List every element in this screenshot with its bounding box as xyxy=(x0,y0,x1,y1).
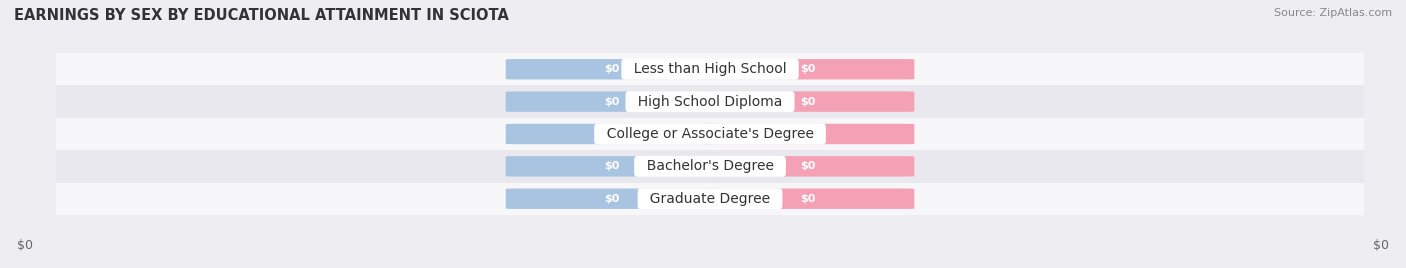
Bar xyxy=(0,85,1406,118)
Text: $0: $0 xyxy=(800,161,815,171)
Text: EARNINGS BY SEX BY EDUCATIONAL ATTAINMENT IN SCIOTA: EARNINGS BY SEX BY EDUCATIONAL ATTAINMEN… xyxy=(14,8,509,23)
Text: $0: $0 xyxy=(605,161,620,171)
Text: $0: $0 xyxy=(800,129,815,139)
FancyBboxPatch shape xyxy=(506,91,718,112)
FancyBboxPatch shape xyxy=(702,59,914,80)
FancyBboxPatch shape xyxy=(506,188,718,209)
Text: $0: $0 xyxy=(800,97,815,107)
Text: Bachelor's Degree: Bachelor's Degree xyxy=(638,159,782,173)
Text: $0: $0 xyxy=(800,194,815,204)
Text: $0: $0 xyxy=(800,64,815,74)
FancyBboxPatch shape xyxy=(506,156,718,177)
Bar xyxy=(0,150,1406,183)
Text: High School Diploma: High School Diploma xyxy=(628,95,792,109)
Text: $0: $0 xyxy=(17,239,32,252)
Text: Graduate Degree: Graduate Degree xyxy=(641,192,779,206)
Bar xyxy=(0,53,1406,85)
Text: $0: $0 xyxy=(605,194,620,204)
Text: College or Associate's Degree: College or Associate's Degree xyxy=(598,127,823,141)
FancyBboxPatch shape xyxy=(702,91,914,112)
FancyBboxPatch shape xyxy=(702,156,914,177)
FancyBboxPatch shape xyxy=(506,124,718,144)
Text: $0: $0 xyxy=(605,97,620,107)
FancyBboxPatch shape xyxy=(702,188,914,209)
Bar xyxy=(0,118,1406,150)
Bar xyxy=(0,183,1406,215)
Legend: Male, Female: Male, Female xyxy=(633,265,787,268)
Text: $0: $0 xyxy=(1374,239,1389,252)
Text: Source: ZipAtlas.com: Source: ZipAtlas.com xyxy=(1274,8,1392,18)
Text: $0: $0 xyxy=(605,64,620,74)
Text: $0: $0 xyxy=(605,129,620,139)
FancyBboxPatch shape xyxy=(702,124,914,144)
Text: Less than High School: Less than High School xyxy=(624,62,796,76)
FancyBboxPatch shape xyxy=(506,59,718,80)
